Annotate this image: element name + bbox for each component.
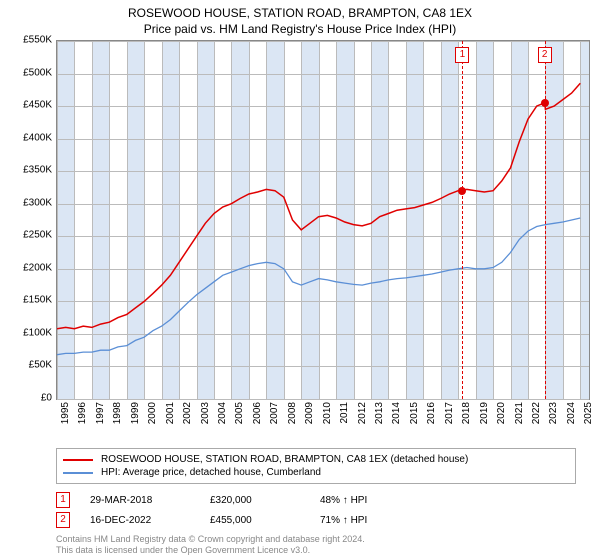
sale-date: 29-MAR-2018 — [90, 495, 190, 506]
sale-marker-label: 1 — [455, 47, 469, 63]
x-tick-label: 2003 — [200, 402, 211, 424]
sale-pct: 48% ↑ HPI — [320, 495, 380, 506]
x-tick-label: 2006 — [252, 402, 263, 424]
x-tick-label: 2014 — [391, 402, 402, 424]
x-tick-label: 1998 — [112, 402, 123, 424]
y-tick-label: £450K — [23, 100, 52, 111]
x-tick-label: 2013 — [374, 402, 385, 424]
x-tick-label: 2008 — [287, 402, 298, 424]
chart-subtitle: Price paid vs. HM Land Registry's House … — [0, 22, 600, 36]
x-tick-label: 1995 — [60, 402, 71, 424]
y-tick-label: £100K — [23, 327, 52, 338]
legend-item: ROSEWOOD HOUSE, STATION ROAD, BRAMPTON, … — [63, 453, 569, 466]
x-tick-label: 2005 — [234, 402, 245, 424]
x-tick-label: 2023 — [548, 402, 559, 424]
legend-swatch — [63, 472, 93, 474]
plot-area: 12 — [56, 40, 590, 400]
x-tick-label: 1999 — [130, 402, 141, 424]
x-tick-label: 1996 — [77, 402, 88, 424]
x-tick-label: 2020 — [496, 402, 507, 424]
x-tick-label: 1997 — [95, 402, 106, 424]
y-tick-label: £550K — [23, 35, 52, 46]
x-tick-label: 2016 — [426, 402, 437, 424]
x-tick-label: 2015 — [409, 402, 420, 424]
sale-price: £320,000 — [210, 495, 300, 506]
x-tick-label: 2007 — [269, 402, 280, 424]
x-tick-label: 2019 — [479, 402, 490, 424]
grid-line-h — [57, 399, 589, 400]
sale-marker-line — [545, 41, 546, 399]
x-tick-label: 2012 — [357, 402, 368, 424]
chart-title: ROSEWOOD HOUSE, STATION ROAD, BRAMPTON, … — [0, 6, 600, 20]
sales-table: 1 29-MAR-2018 £320,000 48% ↑ HPI 2 16-DEC-202… — [56, 490, 576, 530]
footer: Contains HM Land Registry data © Crown c… — [56, 534, 365, 556]
y-tick-label: £300K — [23, 197, 52, 208]
sale-marker-dot — [541, 99, 549, 107]
y-tick-label: £500K — [23, 67, 52, 78]
x-tick-label: 2021 — [514, 402, 525, 424]
y-tick-label: £400K — [23, 132, 52, 143]
sale-date: 16-DEC-2022 — [90, 515, 190, 526]
footer-line-1: Contains HM Land Registry data © Crown c… — [56, 534, 365, 545]
line-series-svg — [57, 41, 589, 399]
legend-item: HPI: Average price, detached house, Cumb… — [63, 466, 569, 479]
x-tick-label: 2022 — [531, 402, 542, 424]
x-tick-label: 2024 — [566, 402, 577, 424]
x-tick-label: 2001 — [165, 402, 176, 424]
title-area: ROSEWOOD HOUSE, STATION ROAD, BRAMPTON, … — [0, 0, 600, 36]
sale-row: 2 16-DEC-2022 £455,000 71% ↑ HPI — [56, 510, 576, 530]
x-tick-label: 2000 — [147, 402, 158, 424]
sale-row: 1 29-MAR-2018 £320,000 48% ↑ HPI — [56, 490, 576, 510]
legend-swatch — [63, 459, 93, 461]
x-tick-label: 2002 — [182, 402, 193, 424]
x-tick-label: 2004 — [217, 402, 228, 424]
sale-pct: 71% ↑ HPI — [320, 515, 380, 526]
sale-price: £455,000 — [210, 515, 300, 526]
y-tick-label: £0 — [41, 393, 52, 404]
y-tick-label: £150K — [23, 295, 52, 306]
series-price_paid — [57, 83, 580, 328]
legend-label: HPI: Average price, detached house, Cumb… — [101, 467, 321, 478]
y-tick-label: £200K — [23, 262, 52, 273]
sale-marker-label: 2 — [538, 47, 552, 63]
y-tick-label: £50K — [29, 360, 52, 371]
x-tick-label: 2009 — [304, 402, 315, 424]
y-tick-label: £350K — [23, 165, 52, 176]
x-tick-label: 2011 — [339, 402, 350, 424]
footer-line-2: This data is licensed under the Open Gov… — [56, 545, 365, 556]
sale-index-box: 1 — [56, 492, 70, 508]
x-tick-label: 2010 — [322, 402, 333, 424]
x-tick-label: 2018 — [461, 402, 472, 424]
plot-container: £0 £50K £100K £150K £200K £250K £300K £350K £400… — [0, 40, 600, 440]
legend-label: ROSEWOOD HOUSE, STATION ROAD, BRAMPTON, … — [101, 454, 468, 465]
sale-marker-line — [462, 41, 463, 399]
y-tick-label: £250K — [23, 230, 52, 241]
chart-container: ROSEWOOD HOUSE, STATION ROAD, BRAMPTON, … — [0, 0, 600, 560]
x-tick-label: 2025 — [583, 402, 594, 424]
sale-index-box: 2 — [56, 512, 70, 528]
legend: ROSEWOOD HOUSE, STATION ROAD, BRAMPTON, … — [56, 448, 576, 484]
x-tick-label: 2017 — [444, 402, 455, 424]
series-hpi — [57, 218, 580, 355]
